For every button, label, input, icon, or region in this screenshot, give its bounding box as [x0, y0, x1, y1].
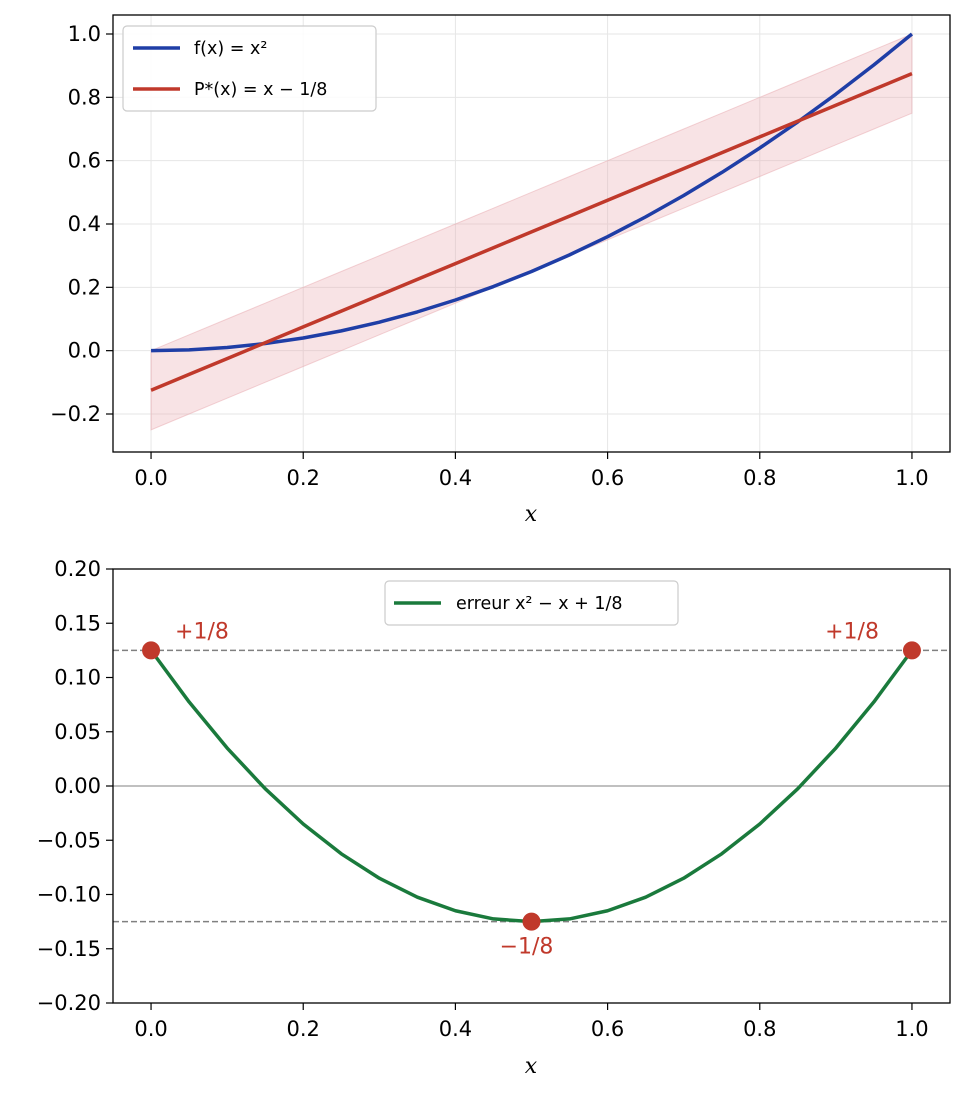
bottom-extremum-points: +1/8 −1/8 +1/8 — [142, 619, 921, 960]
extremum-label: +1/8 — [175, 619, 229, 644]
top-series — [150, 32, 914, 392]
top-x-tick-label: 0.8 — [743, 466, 776, 490]
bottom-y-tick-label: 0.15 — [54, 611, 101, 635]
top-x-axis-label: x — [525, 502, 538, 527]
bottom-x-tick-label: 0.2 — [287, 1017, 320, 1041]
top-y-tick-label: −0.2 — [50, 402, 101, 426]
bottom-chart-panel: +1/8−1/8+1/8 0.0 0.2 0.4 0.6 0.8 1.0 −0.20−0.… — [37, 557, 951, 1079]
bottom-legend-label-error: erreur x² − x + 1/8 — [456, 594, 623, 614]
bottom-x-tick-label: 0.0 — [134, 1017, 167, 1041]
bottom-y-tick-label: 0.10 — [54, 666, 101, 690]
top-y-tick-label: 0.2 — [68, 275, 101, 299]
extremum-point — [142, 641, 161, 660]
bottom-legend-box — [384, 580, 679, 626]
p-star-line — [150, 71, 913, 392]
top-x-tick-label: 1.0 — [895, 466, 928, 490]
extremum-label: +1/8 — [825, 619, 879, 644]
bottom-y-tick-label: −0.15 — [37, 937, 101, 961]
bottom-y-tick-label: −0.20 — [37, 991, 101, 1015]
top-y-tick-label: 0.8 — [68, 85, 101, 109]
top-y-tick-label: 1.0 — [68, 22, 101, 46]
bottom-legend: erreur x² − x + 1/8 — [384, 580, 679, 626]
top-legend-label-f: f(x) = x² — [194, 39, 267, 59]
top-legend-label-p: P*(x) = x − 1/8 — [194, 80, 327, 100]
top-x-tick-label: 0.6 — [591, 466, 624, 490]
bottom-x-tick-label: 0.4 — [439, 1017, 472, 1041]
top-x-tick-label: 0.0 — [134, 466, 167, 490]
top-y-tick-label: 0.0 — [68, 339, 101, 363]
top-y-axis-ticks: −0.2 0.0 0.2 0.4 0.6 0.8 1.0 — [50, 22, 113, 426]
bottom-x-axis-label: x — [525, 1054, 538, 1079]
top-x-tick-label: 0.4 — [439, 466, 472, 490]
top-x-tick-label: 0.2 — [287, 466, 320, 490]
bottom-x-axis-ticks: 0.0 0.2 0.4 0.6 0.8 1.0 — [134, 1003, 929, 1041]
bottom-y-tick-label: −0.05 — [37, 828, 101, 852]
bottom-y-tick-label: 0.05 — [54, 720, 101, 744]
bottom-x-tick-label: 0.8 — [743, 1017, 776, 1041]
top-chart-panel: 0.0 0.2 0.4 0.6 0.8 1.0 −0.2 0.0 0.2 0.4 0.6 0.8 1.… — [50, 14, 951, 527]
top-y-tick-label: 0.4 — [68, 212, 101, 236]
bottom-x-tick-label: 0.6 — [591, 1017, 624, 1041]
bottom-y-tick-label: 0.00 — [54, 774, 101, 798]
extremum-label: −1/8 — [500, 935, 554, 960]
bottom-y-axis-ticks: −0.20 −0.15 −0.10 −0.05 0.00 0.05 0.10 0.15 0.20 — [37, 557, 113, 1015]
top-grid — [113, 15, 950, 452]
bottom-x-tick-label: 1.0 — [895, 1017, 928, 1041]
extremum-point — [522, 912, 541, 931]
extremum-point — [902, 641, 921, 660]
bottom-y-tick-label: 0.20 — [54, 557, 101, 581]
top-legend-box — [122, 25, 377, 112]
top-plot-frame — [112, 14, 951, 453]
f-curve — [151, 32, 914, 353]
top-y-tick-label: 0.6 — [68, 149, 101, 173]
top-legend: f(x) = x² P*(x) = x − 1/8 — [122, 25, 377, 112]
bottom-y-tick-label: −0.10 — [37, 883, 101, 907]
top-x-axis-ticks: 0.0 0.2 0.4 0.6 0.8 1.0 — [134, 452, 929, 490]
